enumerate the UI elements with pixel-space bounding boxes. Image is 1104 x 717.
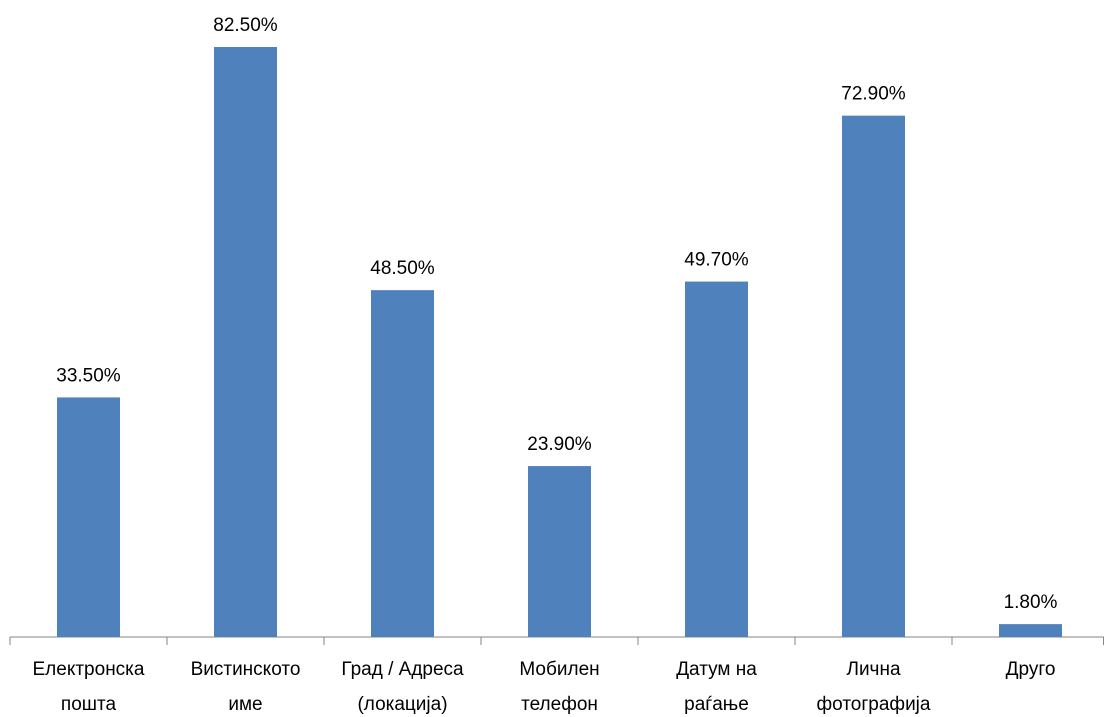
x-tick-label: Град / Адреса (локација) — [341, 659, 464, 715]
value-label: 72.90% — [841, 84, 906, 105]
bar — [528, 466, 591, 637]
x-tick-label: Мобилен телефон — [519, 659, 600, 715]
value-label: 23.90% — [527, 434, 592, 455]
x-tick-label: Датум на раѓање — [676, 659, 757, 715]
value-label: 82.50% — [213, 15, 278, 36]
bar — [685, 281, 748, 637]
bar — [214, 47, 277, 637]
x-tick-label: Лична фотографија — [816, 659, 931, 715]
value-label: 49.70% — [684, 250, 749, 271]
value-label: 33.50% — [56, 365, 121, 386]
bar — [57, 397, 120, 637]
value-label: 48.50% — [370, 258, 435, 279]
x-tick-label: Електронска пошта — [32, 659, 145, 715]
bar — [842, 115, 905, 638]
x-tick-label: Друго — [1005, 659, 1056, 680]
bar — [371, 290, 434, 637]
bar — [999, 624, 1062, 637]
value-label: 1.80% — [1004, 592, 1058, 613]
x-tick-label: Вистинското име — [190, 659, 301, 715]
